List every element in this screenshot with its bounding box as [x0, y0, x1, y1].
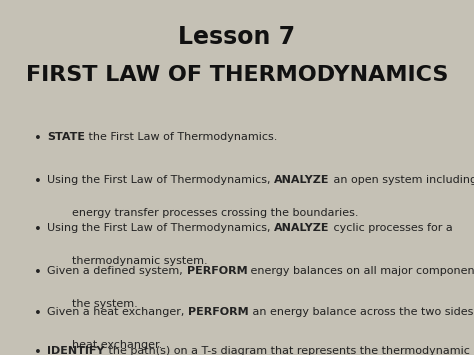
Text: ANALYZE: ANALYZE: [274, 175, 330, 185]
Text: the system.: the system.: [58, 299, 138, 309]
Text: energy balances on all major components in: energy balances on all major components …: [247, 266, 474, 277]
Text: the path(s) on a T-s diagram that represents the thermodynamic: the path(s) on a T-s diagram that repres…: [105, 345, 470, 355]
Text: •: •: [34, 132, 42, 145]
Text: •: •: [34, 175, 42, 189]
Text: IDENTIFY: IDENTIFY: [47, 345, 105, 355]
Text: thermodynamic system.: thermodynamic system.: [58, 256, 208, 266]
Text: Given a defined system,: Given a defined system,: [47, 266, 187, 277]
Text: cyclic processes for a: cyclic processes for a: [330, 223, 453, 233]
Text: Using the First Law of Thermodynamics,: Using the First Law of Thermodynamics,: [47, 223, 274, 233]
Text: •: •: [34, 223, 42, 236]
Text: Lesson 7: Lesson 7: [178, 25, 296, 49]
Text: energy transfer processes crossing the boundaries.: energy transfer processes crossing the b…: [58, 208, 359, 218]
Text: FIRST LAW OF THERMODYNAMICS: FIRST LAW OF THERMODYNAMICS: [26, 65, 448, 84]
Text: an open system including all: an open system including all: [330, 175, 474, 185]
Text: PERFORM: PERFORM: [188, 307, 249, 317]
Text: ANALYZE: ANALYZE: [274, 223, 330, 233]
Text: •: •: [34, 266, 42, 279]
Text: Given a heat exchanger,: Given a heat exchanger,: [47, 307, 188, 317]
Text: heat exchanger.: heat exchanger.: [58, 339, 163, 350]
Text: PERFORM: PERFORM: [187, 266, 247, 277]
Text: STATE: STATE: [47, 132, 85, 142]
Text: an energy balance across the two sides of the: an energy balance across the two sides o…: [249, 307, 474, 317]
Text: the First Law of Thermodynamics.: the First Law of Thermodynamics.: [85, 132, 278, 142]
Text: Using the First Law of Thermodynamics,: Using the First Law of Thermodynamics,: [47, 175, 274, 185]
Text: •: •: [34, 307, 42, 320]
Text: •: •: [34, 345, 42, 355]
